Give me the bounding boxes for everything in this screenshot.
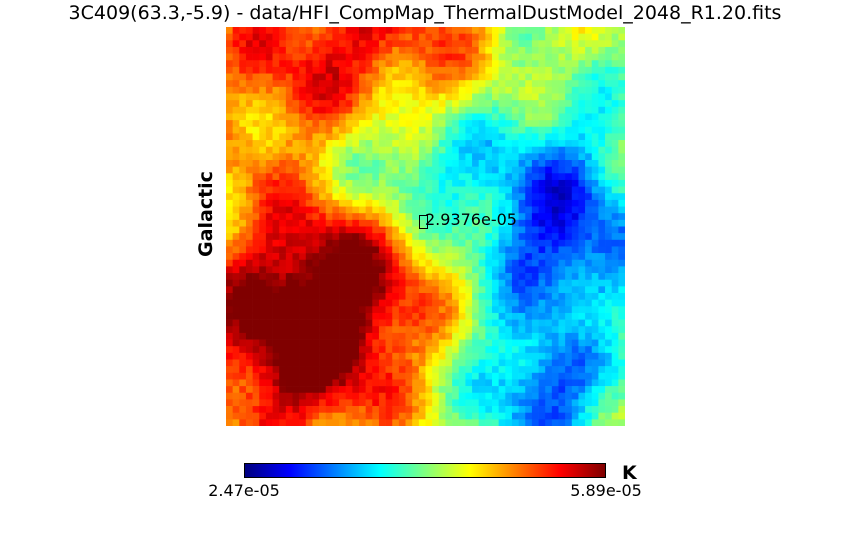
colorbar [244,463,606,478]
map-title: 3C409(63.3,-5.9) - data/HFI_CompMap_Ther… [68,2,782,24]
source-marker [419,215,428,229]
colorbar-max-label: 5.89e-05 [570,481,642,500]
marker-value-label: 2.9376e-05 [425,210,517,229]
coordinate-system-label: Galactic [195,171,217,257]
dust-map-image [226,27,625,426]
colorbar-unit-label: K [622,462,637,484]
colorbar-min-label: 2.47e-05 [208,481,280,500]
